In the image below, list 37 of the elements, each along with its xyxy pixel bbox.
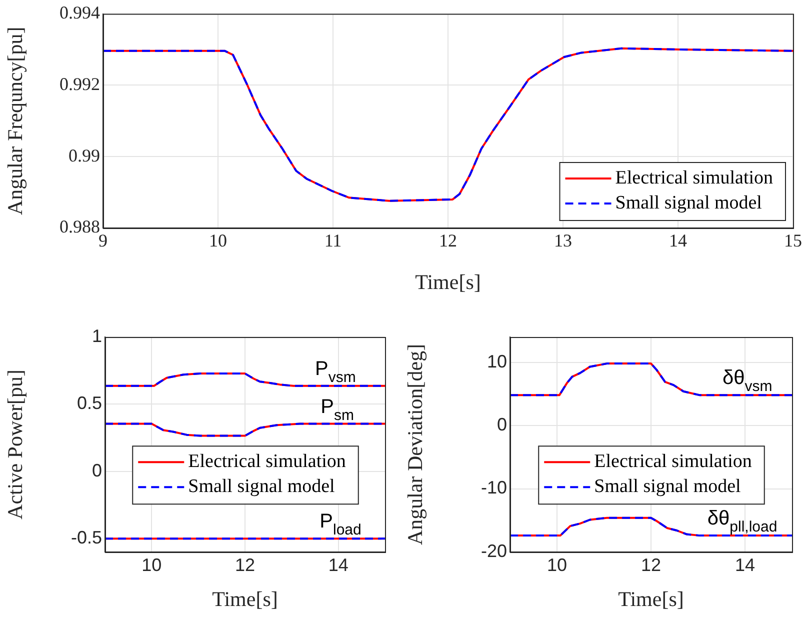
x-tick-label: 12	[439, 230, 457, 251]
y-tick-label: 0.994	[60, 2, 100, 23]
legend-label: Electrical simulation	[615, 167, 774, 188]
y-tick-label: -0.5	[70, 528, 102, 548]
x-tick-label: 14	[669, 230, 687, 251]
y-tick-label: 0.988	[60, 216, 100, 237]
x-axis-title: Time[s]	[618, 586, 684, 611]
x-tick-label: 10	[209, 230, 227, 251]
x-tick-label: 14	[328, 554, 348, 575]
y-tick-label: 0	[92, 460, 102, 480]
y-axis-title: Angular Deviation[deg]	[403, 344, 428, 546]
legend-label: Small signal model	[615, 192, 762, 214]
x-axis-title: Time[s]	[415, 270, 481, 294]
y-tick-label: 10	[486, 351, 507, 372]
legend-label: Small signal model	[594, 476, 741, 498]
y-tick-label: -10	[480, 478, 507, 498]
y-tick-label: 1	[92, 326, 102, 346]
legend-label: Electrical simulation	[188, 451, 346, 472]
x-tick-label: 15	[784, 230, 802, 251]
x-tick-label: 10	[546, 554, 568, 575]
x-tick-label: 14	[734, 554, 756, 575]
legend-label: Small signal model	[188, 476, 335, 498]
y-tick-label: 0.5	[76, 393, 102, 414]
x-axis-title: Time[s]	[212, 586, 278, 611]
y-axis-title: Angular Frequncy[pu]	[3, 26, 28, 216]
y-tick-label: 0.99	[68, 145, 100, 166]
y-tick-label: 0	[496, 414, 507, 434]
x-tick-label: 9	[98, 230, 108, 251]
y-tick-label: 0.992	[60, 74, 100, 94]
legend-label: Electrical simulation	[594, 451, 752, 472]
x-tick-label: 11	[324, 230, 342, 251]
y-tick-label: -20	[480, 540, 507, 561]
y-axis-title: Active Power[pu]	[3, 370, 28, 520]
x-tick-label: 13	[554, 230, 572, 251]
x-tick-label: 12	[640, 554, 662, 575]
x-tick-label: 12	[234, 554, 256, 575]
x-tick-label: 10	[142, 554, 162, 575]
